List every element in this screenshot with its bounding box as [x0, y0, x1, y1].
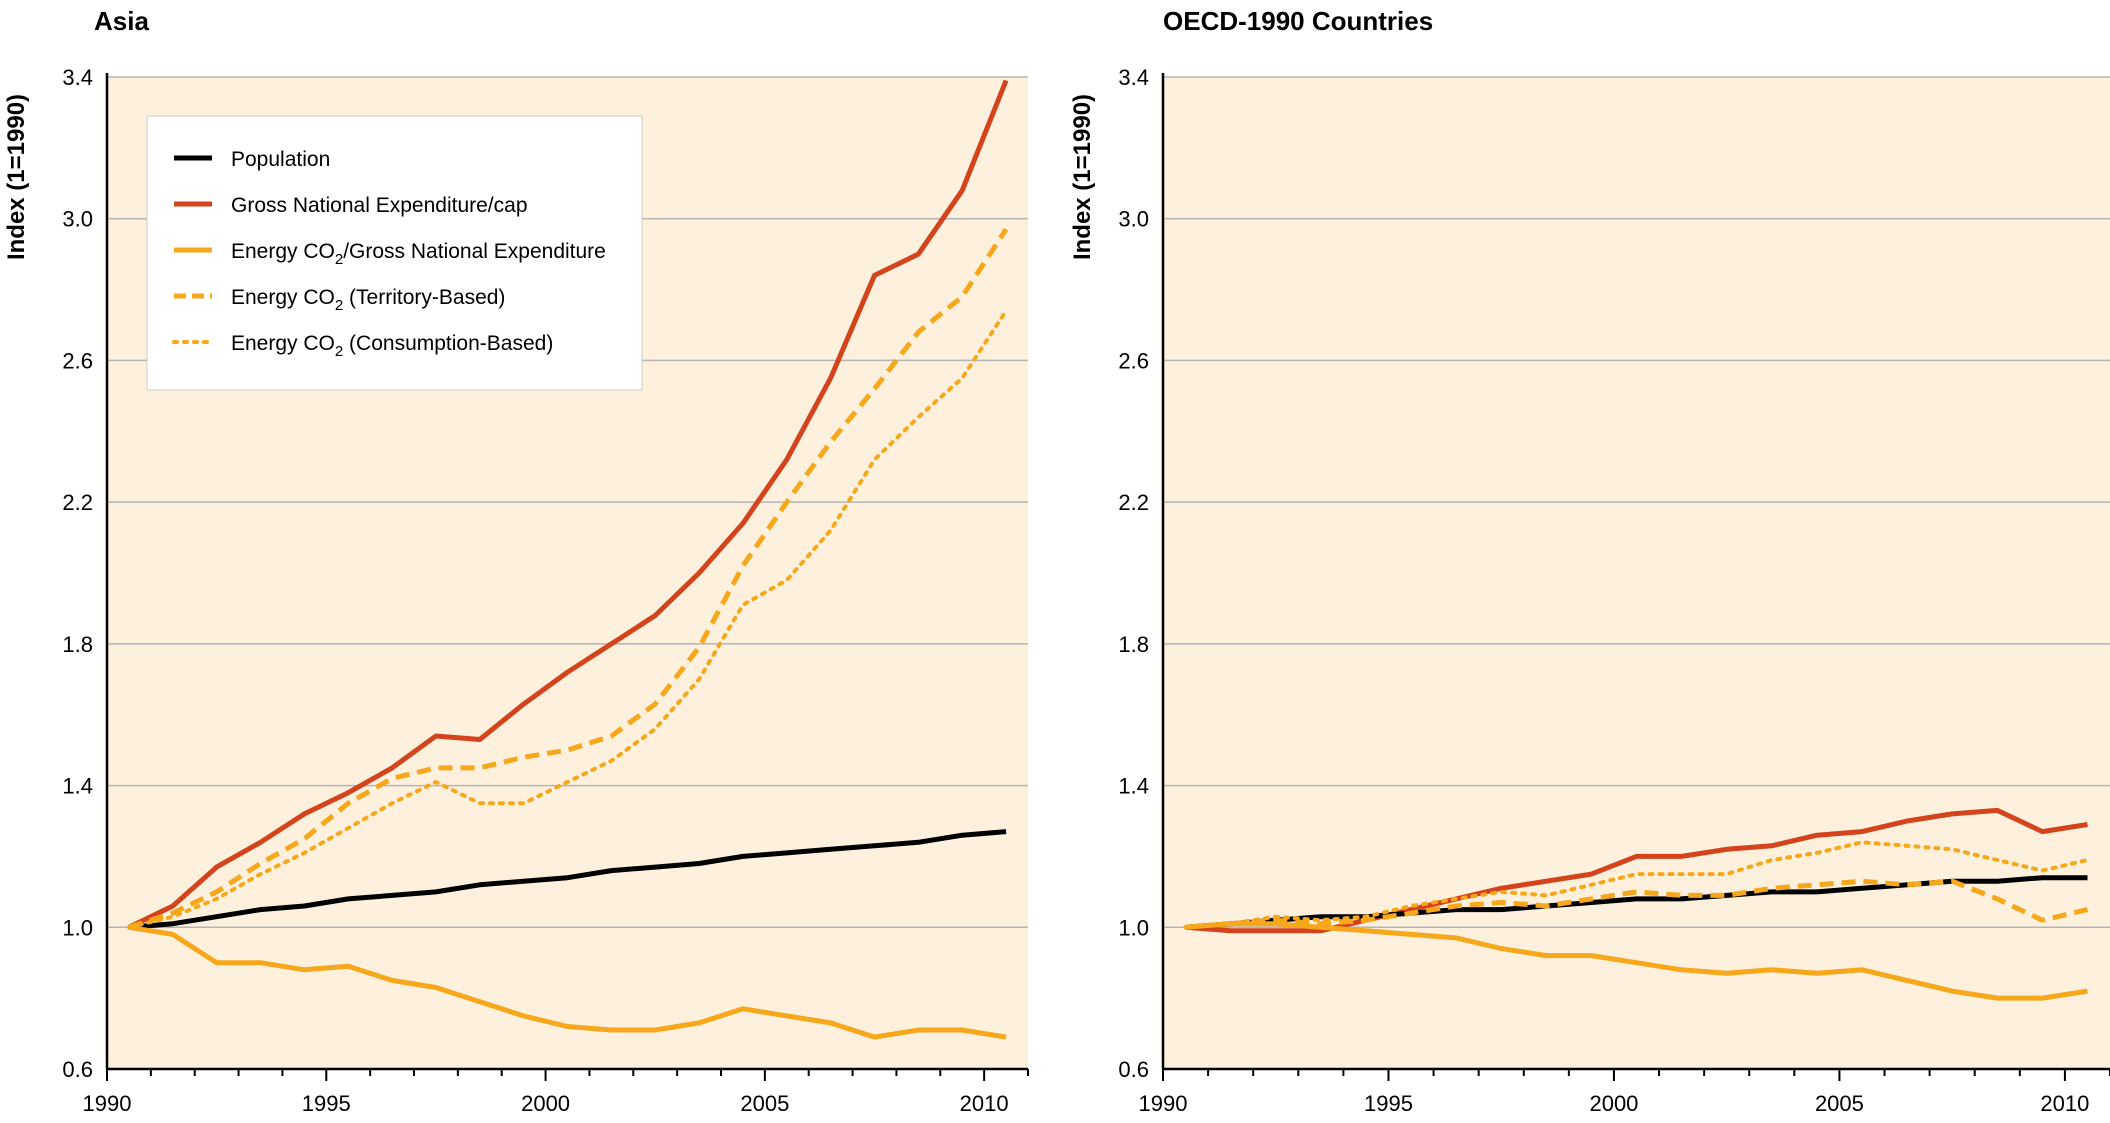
oecd-x-tick-label: 2000 [1589, 1091, 1638, 1116]
asia-title: Asia [94, 6, 149, 36]
legend-label-territory: Energy CO2 (Territory-Based) [231, 286, 505, 314]
asia-series-gne_cap [127, 79, 1009, 930]
oecd-x-tick-label: 2005 [1815, 1091, 1864, 1116]
oecd-y-axis-label: Index (1=1990) [1069, 94, 1096, 260]
asia-y-tick-label: 3.4 [62, 65, 93, 90]
oecd-y-tick-label: 2.2 [1118, 490, 1149, 515]
oecd-series-territory [1185, 878, 2089, 930]
legend-label-intensity: Energy CO2/Gross National Expenditure [231, 240, 606, 268]
oecd-series-intensity [1185, 921, 2088, 1001]
asia-x-tick-label: 2005 [740, 1091, 789, 1116]
oecd-y-tick-label: 3.0 [1118, 207, 1149, 232]
asia-x-tick-label: 2010 [960, 1091, 1009, 1116]
asia-x-tick-label: 1995 [302, 1091, 351, 1116]
legend-label-population: Population [231, 148, 330, 171]
oecd-y-tick-label: 3.4 [1118, 65, 1149, 90]
legend-box [146, 115, 643, 391]
oecd-y-tick-label: 1.8 [1118, 632, 1149, 657]
oecd-series-consumption [1183, 840, 2090, 930]
oecd-plot-area [1163, 77, 2110, 1069]
asia-series-intensity [128, 924, 1007, 1040]
oecd-title: OECD-1990 Countries [1163, 6, 1433, 36]
asia-y-tick-label: 0.6 [62, 1057, 93, 1082]
asia-y-tick-label: 1.8 [62, 632, 93, 657]
asia-y-tick-label: 2.2 [62, 490, 93, 515]
oecd-x-tick-label: 1995 [1364, 1091, 1413, 1116]
asia-y-tick-label: 1.4 [62, 774, 93, 799]
oecd-x-tick-label: 2010 [2040, 1091, 2089, 1116]
asia-series-consumption [126, 308, 1009, 930]
asia-series-territory [128, 227, 1009, 930]
oecd-x-tick-label: 1990 [1139, 1091, 1188, 1116]
oecd-panel: OECD-1990 Countries Index (1=1990) 0.6 1.… [1069, 6, 2110, 1116]
asia-y-tick-label: 2.6 [62, 348, 93, 373]
asia-y-tick-label: 1.0 [62, 915, 93, 940]
asia-x-tick-label: 1990 [83, 1091, 132, 1116]
oecd-y-tick-label: 0.6 [1118, 1057, 1149, 1082]
legend: Population Gross National Expenditure/cap… [146, 115, 643, 391]
asia-x-tick-label: 2000 [521, 1091, 570, 1116]
asia-y-tick-label: 3.0 [62, 207, 93, 232]
asia-y-axis-label: Index (1=1990) [3, 94, 30, 260]
oecd-y-tick-label: 1.4 [1118, 774, 1149, 799]
legend-label-consumption: Energy CO2 (Consumption-Based) [231, 332, 553, 360]
asia-series-population [128, 829, 1007, 930]
oecd-y-tick-label: 1.0 [1118, 915, 1149, 940]
oecd-y-tick-label: 2.6 [1118, 348, 1149, 373]
legend-label-gne_cap: Gross National Expenditure/cap [231, 194, 528, 217]
